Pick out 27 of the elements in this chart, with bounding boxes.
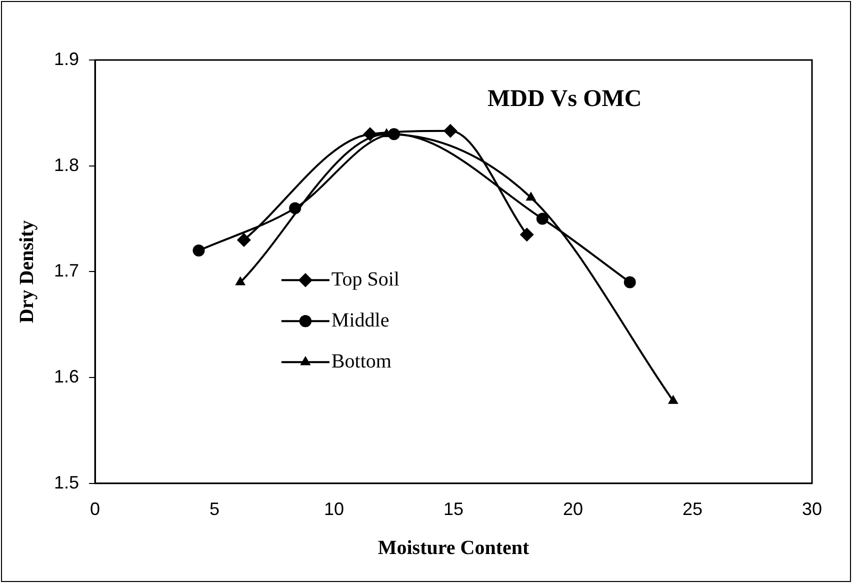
legend-label: Top Soil xyxy=(331,268,400,290)
y-axis-title: Dry Density xyxy=(16,220,38,324)
x-tick-label: 0 xyxy=(90,499,100,520)
point xyxy=(236,232,251,247)
point xyxy=(668,394,678,404)
x-tick-label: 30 xyxy=(802,499,822,520)
y-tick-label: 1.6 xyxy=(54,366,80,387)
point xyxy=(624,276,636,288)
point xyxy=(192,244,205,257)
x-tick-label: 10 xyxy=(324,499,344,520)
text: MDD Vs OMC xyxy=(488,86,642,112)
y-tick-label: 1.8 xyxy=(54,154,80,175)
point xyxy=(536,212,548,225)
x-tick-label: 5 xyxy=(210,499,220,520)
legend-label: Middle xyxy=(331,309,390,332)
point xyxy=(520,228,534,242)
point xyxy=(526,192,536,201)
y-tick-label: 1.5 xyxy=(54,472,80,492)
x-tick-label: 25 xyxy=(682,499,703,520)
x-tick-label: 20 xyxy=(562,499,584,520)
x-axis-title: Moisture Content xyxy=(378,537,530,560)
point xyxy=(443,124,458,138)
legend-label: Bottom xyxy=(331,350,392,372)
y-tick-label: 1.7 xyxy=(54,260,80,281)
y-tick-label: 1.9 xyxy=(54,48,80,69)
point xyxy=(235,276,246,286)
x-tick-label: 15 xyxy=(443,499,464,520)
